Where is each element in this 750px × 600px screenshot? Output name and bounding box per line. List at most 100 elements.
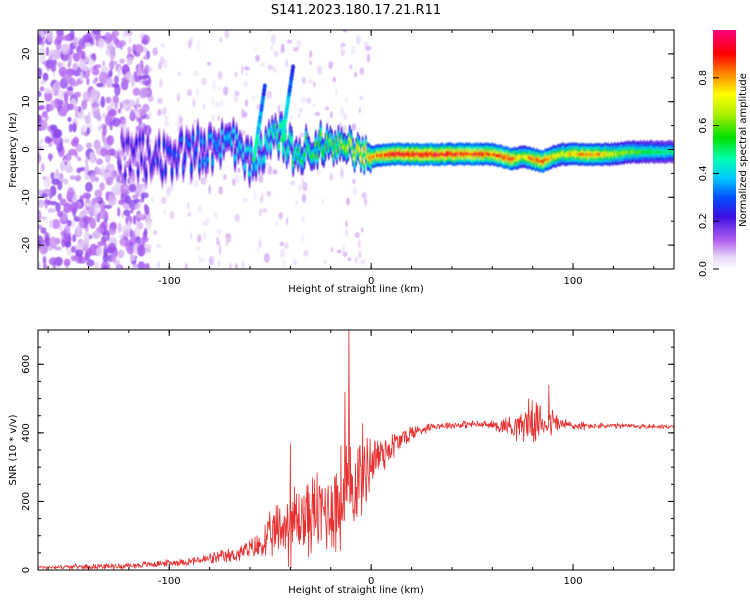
noise-blob — [91, 102, 100, 108]
noise-blob — [263, 252, 270, 263]
noise-blob — [208, 255, 215, 266]
noise-blob — [358, 250, 362, 259]
noise-blob — [201, 77, 207, 86]
noise-blob — [292, 47, 299, 52]
noise-blob — [68, 148, 77, 156]
noise-blob — [136, 213, 145, 219]
noise-blob — [138, 117, 142, 126]
noise-blob — [63, 92, 69, 104]
noise-blob — [87, 36, 94, 43]
noise-blob — [95, 246, 103, 257]
ridge-cell — [169, 148, 172, 154]
ridge-cell — [177, 152, 180, 158]
noise-blob — [89, 151, 95, 163]
noise-blob — [38, 224, 43, 230]
noise-blob — [363, 198, 368, 206]
noise-blob — [352, 186, 358, 196]
noise-blob — [289, 180, 296, 186]
noise-blob — [86, 77, 90, 86]
noise-blob — [72, 122, 77, 133]
noise-blob — [272, 169, 278, 175]
noise-blob — [242, 197, 248, 203]
noise-blob — [202, 230, 207, 240]
y-tick-label: 0 — [21, 146, 32, 152]
noise-blob — [52, 128, 62, 139]
noise-blob — [229, 262, 232, 269]
noise-blob — [77, 113, 86, 120]
noise-blob — [332, 76, 337, 83]
noise-blob — [166, 187, 171, 197]
noise-blob — [310, 136, 314, 144]
noise-blob — [344, 229, 349, 238]
noise-blob — [67, 219, 72, 227]
noise-blob — [309, 60, 313, 65]
ridge-cell — [267, 130, 271, 136]
noise-blob — [67, 62, 71, 68]
noise-blob — [143, 203, 148, 212]
ridge-cell — [233, 155, 237, 161]
noise-blob — [280, 43, 285, 53]
noise-blob — [193, 180, 200, 188]
noise-blob — [105, 191, 110, 201]
noise-blob — [163, 209, 167, 215]
noise-blob — [68, 123, 73, 133]
noise-blob — [84, 42, 92, 47]
noise-blob — [97, 241, 107, 246]
noise-blob — [232, 178, 236, 186]
x-tick-label: 100 — [564, 576, 583, 587]
noise-blob — [110, 97, 114, 110]
noise-blob — [148, 110, 152, 117]
noise-blob — [151, 195, 154, 203]
noise-blob — [92, 230, 101, 239]
noise-blob — [77, 156, 82, 162]
x-tick-label: -100 — [158, 276, 181, 287]
noise-blob — [224, 30, 230, 39]
noise-blob — [280, 248, 285, 258]
ridge-cell — [123, 172, 127, 178]
noise-blob — [195, 246, 201, 251]
noise-blob — [342, 111, 346, 117]
noise-blob — [62, 35, 71, 41]
noise-blob — [85, 201, 92, 208]
noise-blob — [352, 178, 356, 184]
noise-blob — [267, 64, 274, 71]
noise-blob — [97, 124, 102, 132]
noise-blob — [122, 99, 131, 105]
noise-blob — [114, 104, 118, 110]
noise-blob — [117, 249, 125, 259]
noise-blob — [218, 240, 221, 247]
noise-blob — [93, 140, 99, 147]
noise-blob — [156, 243, 162, 248]
noise-blob — [44, 87, 52, 94]
noise-blob — [52, 59, 58, 67]
noise-blob — [38, 91, 42, 98]
noise-blob — [48, 153, 52, 162]
noise-blob — [330, 247, 334, 252]
colorbar-label: Normalized spectral amplitude — [738, 73, 749, 227]
ridge-cell — [257, 158, 261, 163]
noise-blob — [120, 184, 130, 195]
noise-blob — [114, 150, 119, 159]
noise-blob — [307, 78, 314, 84]
noise-blob — [243, 66, 250, 71]
noise-blob — [80, 50, 84, 61]
colorbar-ticks: 0.0 0.2 0.4 0.6 0.8 — [698, 70, 719, 277]
noise-blob — [129, 108, 135, 120]
noise-blob — [266, 92, 272, 99]
noise-blob — [90, 217, 95, 226]
ridge-cell — [156, 158, 159, 164]
ridge-cell — [220, 130, 224, 135]
noise-blob — [208, 184, 212, 195]
noise-blob — [45, 46, 50, 57]
noise-blob — [49, 236, 58, 249]
noise-blob — [100, 147, 108, 157]
noise-blob — [117, 265, 122, 269]
noise-blob — [177, 93, 180, 102]
noise-blob — [323, 259, 327, 265]
noise-blob — [70, 138, 79, 147]
noise-blob — [51, 178, 60, 185]
noise-blob — [298, 112, 301, 119]
ridge-cell — [201, 158, 205, 164]
